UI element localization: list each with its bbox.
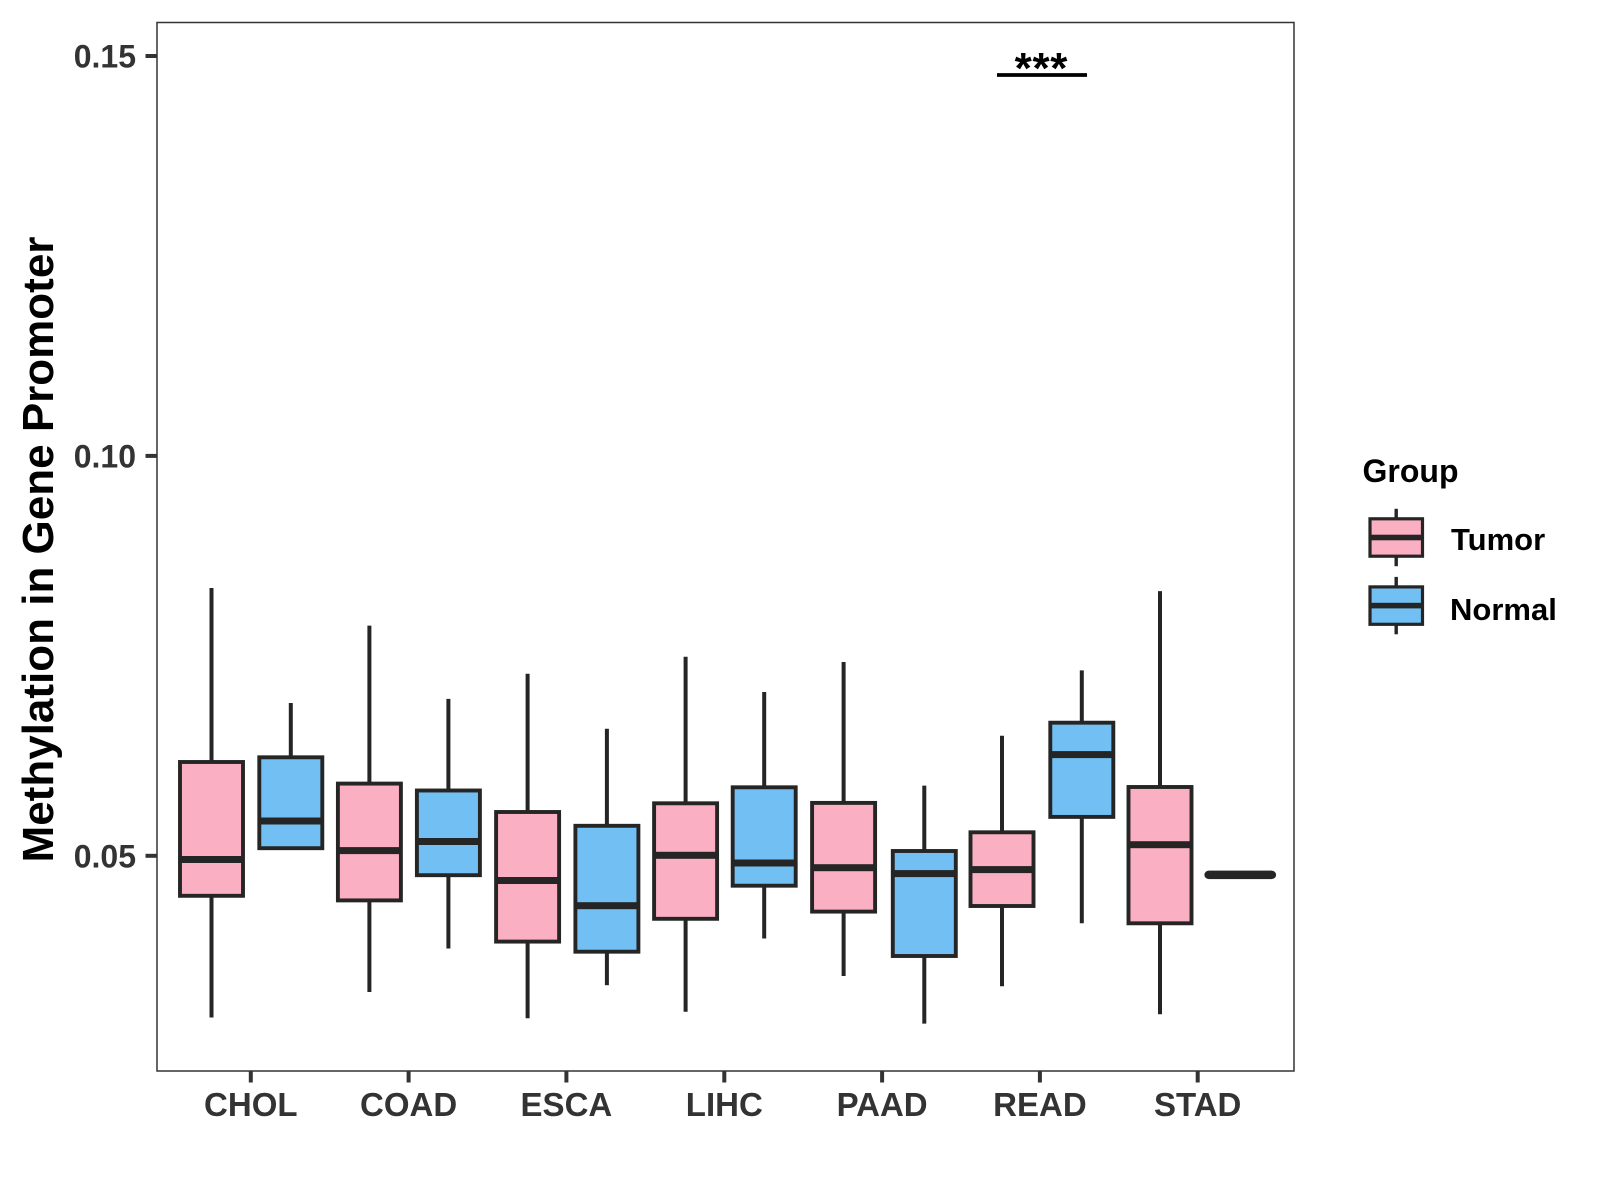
svg-text:0.15: 0.15 xyxy=(74,39,136,75)
svg-text:Group: Group xyxy=(1363,453,1459,489)
svg-text:*: * xyxy=(1015,44,1033,93)
svg-text:0.10: 0.10 xyxy=(74,438,136,474)
svg-text:Tumor: Tumor xyxy=(1451,522,1545,557)
svg-text:*: * xyxy=(1032,44,1050,93)
svg-text:LIHC: LIHC xyxy=(686,1086,763,1123)
svg-text:ESCA: ESCA xyxy=(521,1086,613,1123)
svg-text:Methylation in Gene Promoter: Methylation in Gene Promoter xyxy=(14,237,63,863)
svg-text:STAD: STAD xyxy=(1154,1086,1241,1123)
svg-text:COAD: COAD xyxy=(360,1086,457,1123)
svg-text:0.05: 0.05 xyxy=(74,838,136,874)
svg-text:CHOL: CHOL xyxy=(204,1086,298,1123)
svg-text:READ: READ xyxy=(993,1086,1087,1123)
svg-text:Normal: Normal xyxy=(1450,592,1557,627)
svg-text:*: * xyxy=(1050,44,1068,93)
svg-text:PAAD: PAAD xyxy=(837,1086,928,1123)
